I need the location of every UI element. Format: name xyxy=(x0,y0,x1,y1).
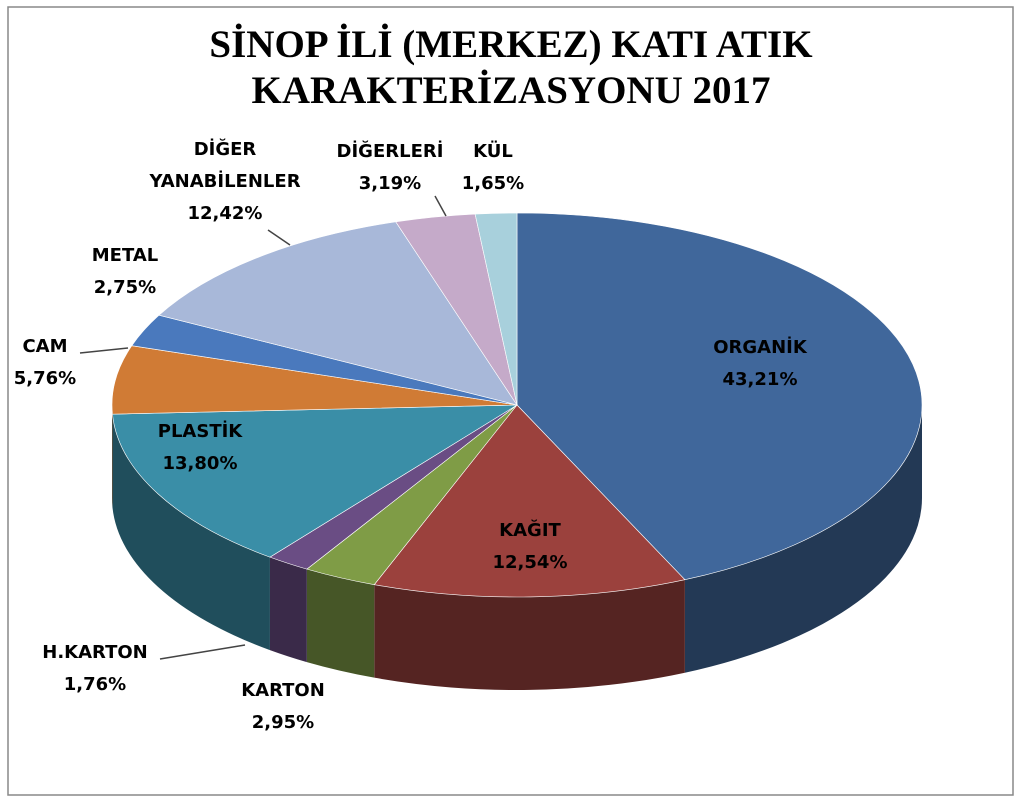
slice xyxy=(474,212,518,406)
data-label: H.KARTON 1,76% xyxy=(42,637,147,701)
leader-line xyxy=(267,229,291,246)
value-label: 1,65% xyxy=(461,173,525,194)
data-label: KAĞIT 12,54% xyxy=(493,515,568,579)
category-label: DİĞERLERİ xyxy=(336,141,444,162)
value-label: 5,76% xyxy=(13,368,77,389)
slice xyxy=(373,404,686,598)
data-label: DİĞERLERİ 3,19% xyxy=(337,136,444,200)
chart-border xyxy=(7,6,1014,796)
data-label: KARTON 2,95% xyxy=(241,675,325,739)
slice xyxy=(111,345,518,415)
data-label: METAL 2,75% xyxy=(92,240,159,304)
value-label: 13,80% xyxy=(162,453,238,474)
chart-title: SİNOP İLİ (MERKEZ) KATI ATIK KARAKTERİZA… xyxy=(209,23,813,112)
data-label: PLASTİK 13,80% xyxy=(158,416,242,480)
value-label: 12,54% xyxy=(492,552,568,573)
slice-side xyxy=(684,405,922,673)
category-label: H.KARTON xyxy=(42,642,148,663)
value-label: 12,42% xyxy=(187,203,263,224)
data-label: CAM 5,76% xyxy=(14,331,76,395)
leader-line xyxy=(79,347,129,354)
leader-line xyxy=(434,195,447,217)
slice xyxy=(112,404,519,558)
category-label: DİĞER YANABİLENLER xyxy=(149,139,301,192)
slice-side xyxy=(269,557,307,663)
slice-side xyxy=(374,579,685,690)
slice-side xyxy=(306,569,375,678)
leader-line xyxy=(159,644,246,660)
data-label: ORGANİK 43,21% xyxy=(713,332,807,396)
slice xyxy=(158,221,518,406)
category-label: ORGANİK xyxy=(713,337,807,358)
value-label: 3,19% xyxy=(358,173,422,194)
slice-side xyxy=(112,414,270,651)
slice xyxy=(516,212,923,581)
value-label: 2,95% xyxy=(251,712,315,733)
value-label: 2,75% xyxy=(93,277,157,298)
category-label: KARTON xyxy=(241,680,325,701)
category-label: METAL xyxy=(91,245,159,266)
category-label: KAĞIT xyxy=(499,520,561,541)
category-label: CAM xyxy=(22,336,68,357)
category-label: PLASTİK xyxy=(157,421,243,442)
value-label: 1,76% xyxy=(63,674,127,695)
category-label: KÜL xyxy=(473,141,513,162)
data-label: DİĞER YANABİLENLER 12,42% xyxy=(140,134,310,230)
data-label: KÜL 1,65% xyxy=(462,136,524,200)
value-label: 43,21% xyxy=(722,369,798,390)
